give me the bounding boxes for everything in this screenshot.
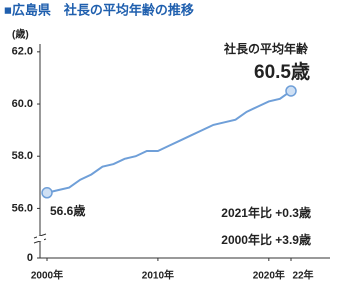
x-tick-label: 22年 bbox=[292, 269, 313, 282]
x-tick-label: 2000年 bbox=[31, 269, 63, 282]
data-label: 60.5歳 bbox=[254, 61, 310, 83]
x-tick-label: 2010年 bbox=[142, 269, 174, 282]
annotation: 2021年比 +0.3歳 bbox=[221, 205, 311, 220]
y-tick-label: 58.0 bbox=[12, 150, 33, 162]
annotation: 2000年比 +3.9歳 bbox=[221, 232, 311, 247]
end-point bbox=[41, 187, 53, 199]
end-point bbox=[285, 85, 297, 97]
axis-break-gap bbox=[37, 236, 44, 241]
y-tick-label: 0 bbox=[27, 252, 33, 264]
series-name: 社長の平均年齢 bbox=[223, 41, 309, 56]
y-tick-label: 62.0 bbox=[12, 46, 33, 58]
y-tick-label: 60.0 bbox=[12, 98, 33, 110]
chart-title: ■広島県 社長の平均年齢の推移 bbox=[4, 2, 194, 17]
x-tick-label: 2020年 bbox=[253, 269, 285, 282]
data-label: 56.6歳 bbox=[50, 203, 85, 218]
y-axis-label: (歳) bbox=[12, 28, 29, 41]
y-tick-label: 56.0 bbox=[12, 202, 33, 214]
line bbox=[46, 90, 292, 194]
